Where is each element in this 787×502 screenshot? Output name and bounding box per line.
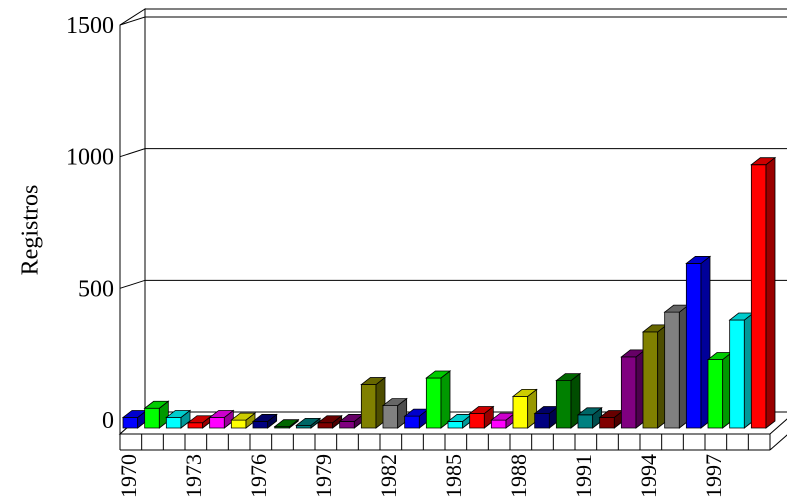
bar-front — [122, 417, 139, 429]
bar-top — [468, 406, 495, 414]
bar-top — [685, 256, 712, 264]
bar-front — [620, 356, 637, 429]
x-tick-label: 1997 — [701, 454, 726, 498]
bar-top — [230, 412, 257, 421]
bar-top — [143, 400, 170, 409]
bar — [576, 407, 603, 429]
side-wall — [119, 8, 146, 436]
bar — [360, 376, 387, 429]
bar — [468, 405, 495, 429]
bar — [186, 414, 213, 429]
x-tick-label: 1994 — [636, 454, 661, 498]
bar-front — [642, 331, 659, 429]
bar-front — [534, 413, 550, 429]
bar-front — [425, 377, 442, 429]
bar-top — [208, 410, 235, 418]
bar — [165, 409, 192, 429]
bar-front — [512, 395, 529, 429]
bar — [555, 372, 582, 429]
bar — [728, 312, 755, 429]
bar-top — [381, 398, 408, 407]
bar-front — [729, 319, 745, 429]
bar-front — [664, 311, 680, 429]
y-tick-label: 1000 — [66, 145, 114, 171]
x-tick-label: 1970 — [116, 454, 141, 498]
bar-front — [382, 405, 399, 429]
bar — [663, 304, 690, 429]
y-tick-label: 0 — [102, 408, 114, 434]
x-tick-label: 1973 — [181, 454, 206, 498]
bar-front — [750, 164, 767, 429]
x-tick-label: 1976 — [246, 454, 271, 498]
y-tick-label: 500 — [78, 276, 114, 302]
grid-line — [119, 279, 787, 289]
x-tick-label: 1991 — [571, 454, 596, 498]
bar-front — [144, 407, 160, 429]
bar-front — [209, 417, 225, 429]
y-axis-label: Registros — [18, 185, 44, 276]
bar — [641, 324, 668, 429]
bar — [620, 349, 647, 429]
bar — [511, 388, 538, 429]
bar-top — [511, 388, 538, 397]
bar — [273, 418, 300, 429]
bar-top — [273, 419, 300, 428]
bar — [750, 156, 777, 429]
x-tick-label: 1988 — [506, 454, 531, 498]
bar-top — [750, 157, 777, 166]
bar-top — [165, 410, 192, 418]
grid-line — [119, 148, 787, 158]
bar-front — [707, 359, 724, 429]
bar-front — [165, 417, 182, 429]
bar — [295, 417, 322, 429]
bar-top — [555, 373, 582, 382]
x-tick-label: 1982 — [376, 454, 401, 498]
bar — [425, 370, 452, 429]
y-tick-label: 1500 — [66, 13, 114, 39]
bar — [706, 351, 733, 429]
bar-front — [577, 414, 594, 429]
x-tick-label: 1985 — [441, 454, 466, 498]
bar — [143, 400, 170, 429]
grid-line — [119, 16, 787, 26]
bar — [230, 412, 257, 429]
bar-front — [187, 422, 204, 429]
bar-top — [576, 407, 603, 416]
bar-top — [295, 417, 322, 426]
bar-front — [360, 384, 377, 429]
bar-top — [316, 415, 343, 424]
x-tick-label: 1979 — [311, 454, 336, 498]
bar-front — [555, 380, 572, 429]
bar-front — [230, 419, 247, 429]
bar — [316, 414, 343, 429]
floor-right — [769, 434, 787, 451]
bar-side — [765, 156, 776, 429]
bar-side — [440, 370, 451, 429]
bar-front — [447, 421, 464, 429]
bar — [381, 397, 408, 429]
bar-front — [685, 263, 702, 429]
bar-front — [317, 422, 334, 429]
bar-top — [425, 370, 452, 379]
bar-front — [252, 421, 269, 429]
bar-front — [599, 417, 615, 429]
bar-front — [490, 419, 507, 429]
bar-front — [469, 413, 485, 429]
bar — [685, 255, 712, 429]
bar-front — [339, 421, 355, 429]
bar — [208, 409, 235, 429]
bar-front — [404, 415, 420, 429]
bar — [251, 413, 278, 429]
bar-top — [360, 377, 387, 385]
bar-top — [251, 414, 278, 422]
